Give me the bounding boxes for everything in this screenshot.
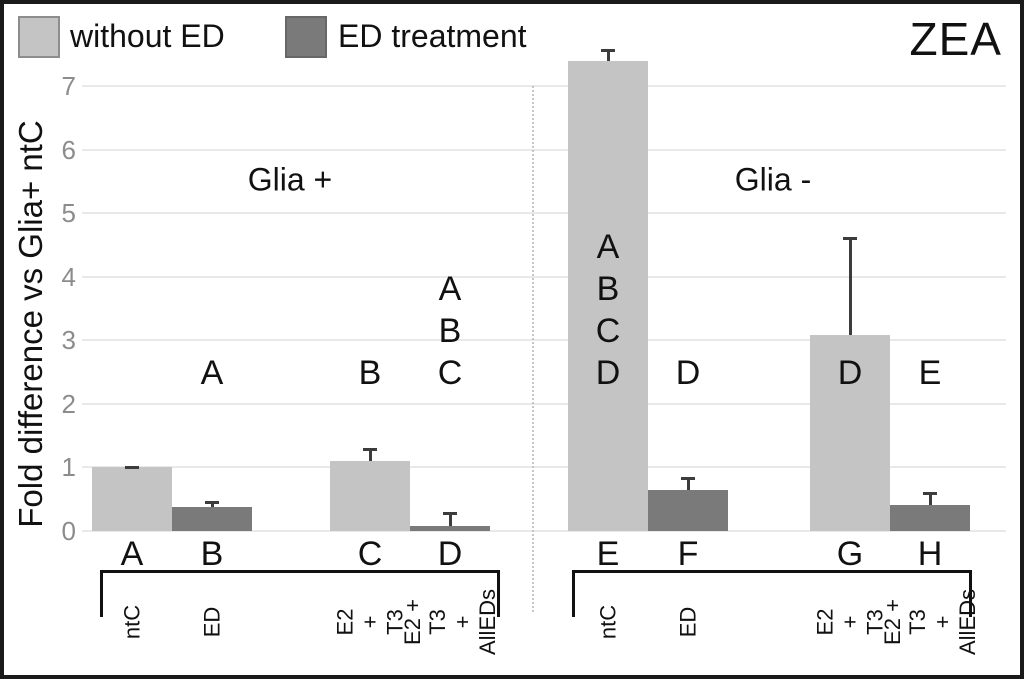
gridline-y2: [82, 402, 1006, 405]
bar-letter-D: D: [437, 535, 463, 573]
error-bar-cap-F: [681, 476, 695, 480]
group-divider-line: [532, 86, 534, 612]
legend-label-ed-treatment: ED treatment: [338, 18, 527, 54]
error-bar-cap-E: [601, 49, 615, 53]
bar-G: [810, 335, 890, 531]
bar-letter-B: B: [200, 535, 224, 573]
error-bar-line-E: [606, 49, 610, 61]
y-tick-label-7: 7: [61, 71, 76, 101]
sig-letters-C: B: [358, 354, 382, 392]
gridline-y7: [82, 85, 1006, 87]
error-bar-line-C: [368, 447, 372, 462]
error-bar-cap-C: [363, 447, 377, 451]
bar-letter-C: C: [357, 535, 383, 573]
gridline-y0: [82, 530, 1006, 532]
gridline-y5: [82, 212, 1006, 215]
bar-B: [172, 507, 252, 531]
error-bar-cap-G: [843, 237, 857, 241]
sig-letters-B: A: [200, 354, 224, 392]
y-tick-label-2: 2: [61, 388, 76, 419]
y-tick-label-1: 1: [61, 452, 76, 483]
group-bracket-2: [572, 570, 972, 617]
bar-letter-H: H: [917, 535, 943, 573]
sig-letters-D: A B C: [437, 270, 463, 392]
gridline-y6: [82, 148, 1006, 151]
error-bar-line-F: [686, 476, 690, 491]
y-tick-label-6: 6: [61, 134, 76, 165]
sig-letters-H: E: [918, 354, 942, 392]
bar-D: [410, 525, 490, 531]
bar-H: [890, 504, 970, 531]
chart-title: ZEA: [909, 13, 1002, 65]
error-bar-cap-B: [205, 501, 219, 505]
group-bracket-1: [100, 570, 500, 617]
bar-C: [330, 461, 410, 531]
y-tick-label-5: 5: [61, 198, 76, 229]
error-bar-cap-H: [923, 492, 937, 496]
y-tick-label-4: 4: [61, 261, 76, 292]
sig-letters-F: D: [675, 354, 701, 392]
gridline-y4: [82, 275, 1006, 278]
bar-A: [92, 467, 172, 531]
bar-F: [648, 490, 728, 531]
sig-letters-G: D: [837, 354, 863, 392]
legend-swatch-without-ed: [18, 16, 60, 58]
group-label-2: Glia -: [734, 161, 812, 198]
error-bar-line-B: [210, 501, 214, 508]
bar-letter-E: E: [596, 535, 620, 573]
legend-swatch-ed-treatment: [285, 16, 327, 58]
error-bar-line-H: [928, 492, 932, 505]
bar-letter-F: F: [677, 535, 699, 573]
bar-letter-G: G: [836, 535, 864, 573]
error-bar-line-G: [848, 237, 852, 336]
group-label-1: Glia +: [247, 161, 333, 198]
legend-label-without-ed: without ED: [70, 18, 225, 54]
error-bar-line-D: [448, 511, 452, 526]
error-bar-cap-A: [125, 465, 139, 469]
error-bar-cap-D: [443, 511, 457, 515]
sig-letters-E: A B C D: [595, 228, 621, 392]
gridline-y1: [82, 466, 1006, 469]
y-tick-label-0: 0: [61, 516, 76, 546]
y-tick-label-3: 3: [61, 325, 76, 356]
gridline-y3: [82, 339, 1006, 342]
bar-letter-A: A: [120, 535, 144, 573]
bar-E: [568, 60, 648, 531]
